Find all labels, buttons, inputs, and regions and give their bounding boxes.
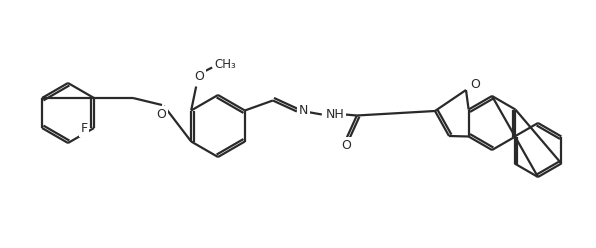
Text: CH₃: CH₃	[215, 58, 236, 71]
Text: F: F	[80, 123, 88, 135]
Text: O: O	[156, 107, 166, 121]
Text: O: O	[470, 79, 480, 92]
Text: N: N	[299, 104, 309, 117]
Text: O: O	[194, 70, 204, 83]
Text: NH: NH	[325, 108, 344, 121]
Text: O: O	[341, 139, 351, 152]
